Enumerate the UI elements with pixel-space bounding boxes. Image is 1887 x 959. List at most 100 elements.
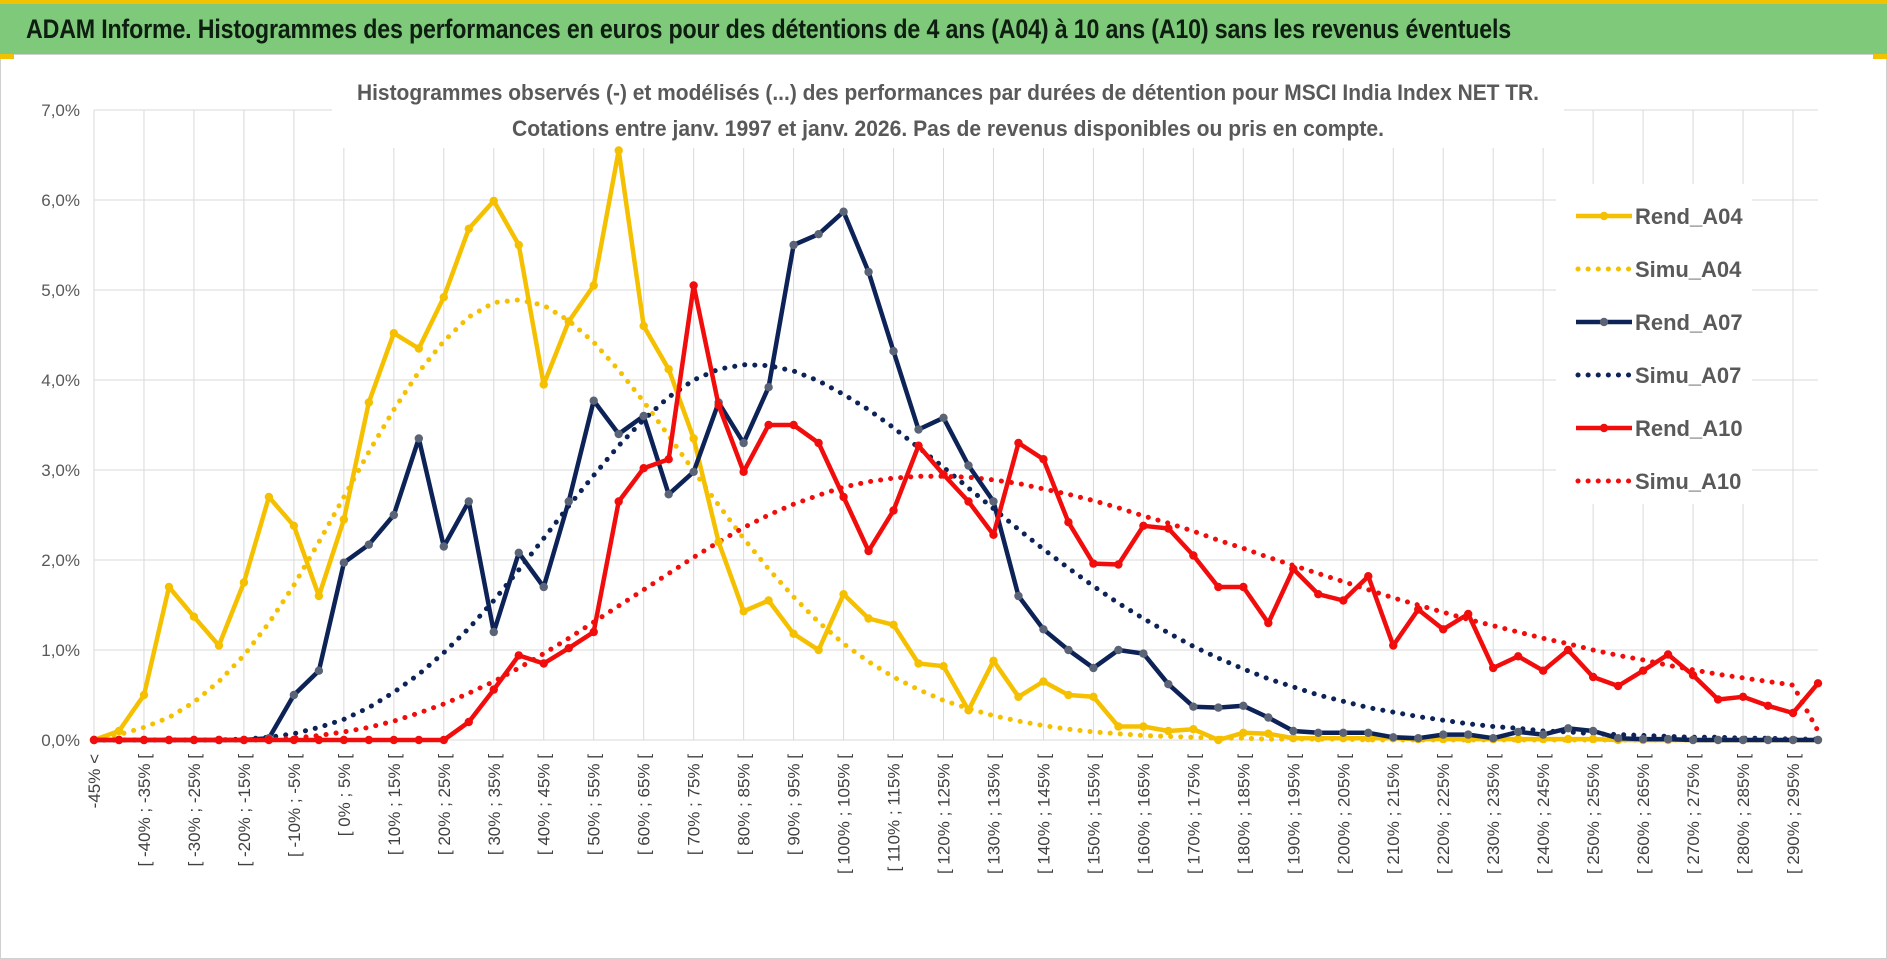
data-point xyxy=(889,347,898,356)
data-point xyxy=(1164,680,1173,689)
data-point xyxy=(1039,455,1048,464)
data-point xyxy=(1663,734,1673,744)
y-tick-label: 5,0% xyxy=(41,281,80,300)
x-axis: -45% < [ -40% ; -35% [[ -30% ; -25% [[ -2… xyxy=(85,754,1803,874)
data-point xyxy=(464,497,473,506)
data-point xyxy=(164,582,174,592)
data-point xyxy=(1039,625,1048,634)
data-point xyxy=(739,438,748,448)
x-tick-label: [ 80% ; 85% [ xyxy=(735,754,754,855)
x-tick-label: [ 60% ; 65% [ xyxy=(635,754,654,855)
data-point xyxy=(1089,559,1098,568)
corner-mark-left xyxy=(0,54,14,59)
data-point xyxy=(1239,701,1248,710)
data-point xyxy=(1164,726,1173,736)
data-point xyxy=(264,492,274,502)
x-tick-label: [ 130% ; 135% [ xyxy=(984,754,1003,874)
data-point xyxy=(1114,645,1123,655)
data-point xyxy=(1089,692,1098,701)
data-point xyxy=(814,230,823,239)
x-tick-label: [ 30% ; 35% [ xyxy=(485,754,504,855)
series-line-Rend_A10 xyxy=(94,283,1820,743)
data-point xyxy=(539,659,548,668)
data-point xyxy=(589,396,598,405)
data-point xyxy=(139,735,149,745)
data-point xyxy=(639,411,648,421)
data-point xyxy=(1364,572,1373,581)
legend-label: Simu_A07 xyxy=(1635,363,1741,388)
data-point xyxy=(789,240,798,250)
data-point xyxy=(689,281,698,290)
data-point xyxy=(1114,560,1123,569)
data-point xyxy=(1314,728,1323,737)
y-tick-label: 3,0% xyxy=(41,461,80,480)
data-point xyxy=(189,735,199,745)
data-point xyxy=(1663,650,1673,659)
data-point xyxy=(1763,735,1773,745)
data-point xyxy=(1563,724,1573,733)
x-tick-label: [ 280% ; 285% [ xyxy=(1734,754,1753,874)
x-tick-label: [ 290% ; 295% [ xyxy=(1784,754,1803,874)
chart-title-box: Histogrammes observés (-) et modélisés (… xyxy=(332,70,1564,148)
data-point xyxy=(389,329,399,338)
data-point xyxy=(1588,734,1598,744)
data-point xyxy=(339,515,349,524)
data-point xyxy=(1688,671,1698,680)
data-point xyxy=(239,735,249,745)
data-point xyxy=(864,546,873,556)
data-point xyxy=(264,735,274,745)
legend: Rend_A04 Simu_A04 Rend_A07 Simu_A07 Rend_A10… xyxy=(1556,184,1752,504)
data-point xyxy=(664,365,673,374)
data-point xyxy=(914,659,923,668)
data-point xyxy=(789,629,798,638)
data-point xyxy=(939,470,948,479)
x-tick-label: [ 180% ; 185% [ xyxy=(1234,754,1253,874)
data-point xyxy=(1039,677,1048,686)
x-tick-label: -45% < xyxy=(85,754,104,808)
legend-label: Rend_A04 xyxy=(1635,204,1743,229)
data-point xyxy=(189,612,199,621)
data-point xyxy=(1139,722,1148,731)
data-point xyxy=(1788,735,1798,745)
x-tick-label: [ 40% ; 45% [ xyxy=(535,754,554,855)
data-point xyxy=(814,645,823,655)
data-point xyxy=(139,690,149,700)
legend-item-Simu_A07: Simu_A07 xyxy=(1575,363,1741,388)
data-point xyxy=(1214,703,1223,712)
legend-label: Rend_A07 xyxy=(1635,310,1743,335)
x-tick-label: [ 70% ; 75% [ xyxy=(685,754,704,855)
data-point xyxy=(1214,582,1223,592)
data-point xyxy=(1738,692,1748,701)
data-point xyxy=(989,656,998,665)
x-tick-label: [ 240% ; 245% [ xyxy=(1534,754,1553,874)
data-point xyxy=(1264,713,1273,722)
data-point xyxy=(214,641,224,650)
data-point xyxy=(314,735,324,745)
legend-item-Simu_A10: Simu_A10 xyxy=(1575,469,1741,494)
y-tick-label: 1,0% xyxy=(41,641,80,660)
data-point xyxy=(414,434,424,443)
series-Simu_A07 xyxy=(91,362,1821,743)
data-point xyxy=(614,146,623,155)
data-point xyxy=(589,281,598,290)
data-point xyxy=(1613,681,1623,691)
data-point xyxy=(839,590,848,599)
data-point xyxy=(514,240,523,250)
data-point xyxy=(739,607,748,616)
data-point xyxy=(314,666,324,675)
data-point xyxy=(814,438,823,448)
data-point xyxy=(1064,690,1073,700)
data-point xyxy=(439,735,448,745)
data-point xyxy=(1588,672,1598,682)
legend-marker xyxy=(1599,423,1609,433)
data-point xyxy=(364,398,374,407)
data-point xyxy=(1538,666,1548,675)
data-point xyxy=(1788,708,1798,718)
data-point xyxy=(514,651,523,660)
data-point xyxy=(339,558,349,567)
data-point xyxy=(589,627,598,637)
data-point xyxy=(1638,734,1648,744)
data-point xyxy=(389,510,399,520)
data-point xyxy=(539,582,548,592)
data-point xyxy=(764,596,773,605)
